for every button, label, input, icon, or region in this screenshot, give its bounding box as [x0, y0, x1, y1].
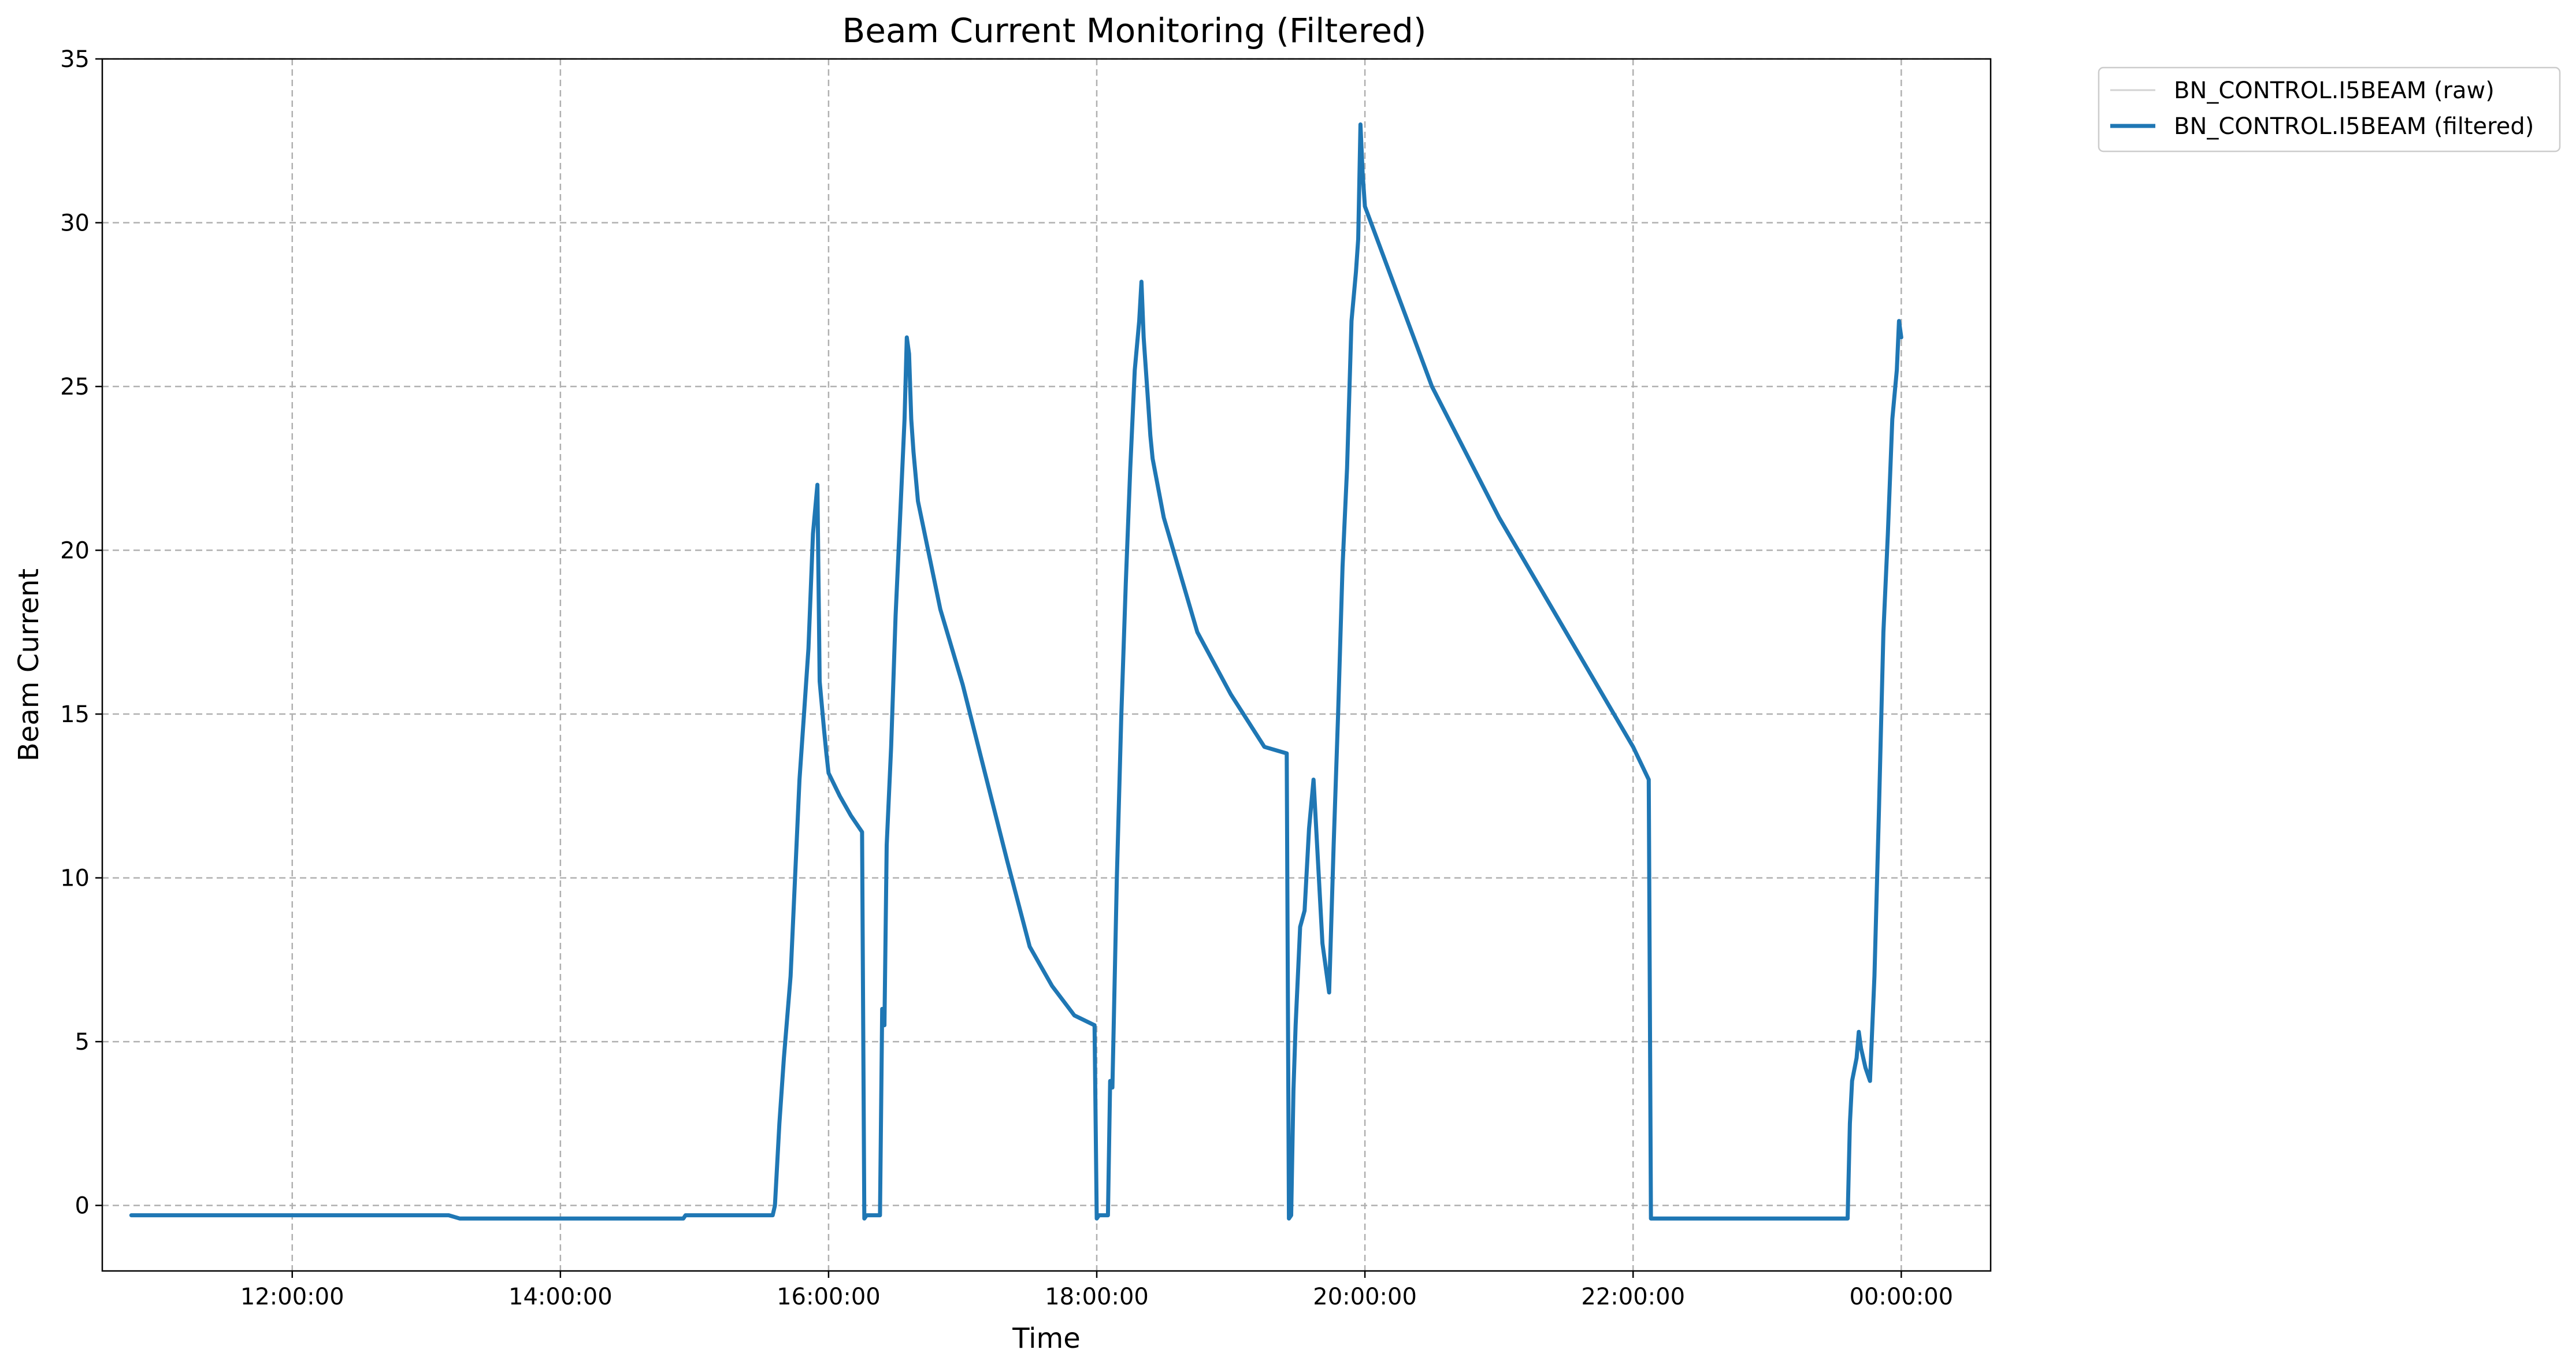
legend-label-filtered: BN_CONTROL.I5BEAM (filtered) — [2174, 113, 2534, 140]
y-tick-label: 25 — [60, 374, 90, 400]
y-tick-label: 10 — [60, 865, 90, 892]
y-tick-label: 15 — [60, 701, 90, 728]
y-tick-label: 20 — [60, 538, 90, 564]
x-axis-ticks: 12:00:00 14:00:00 16:00:00 18:00:00 20:00:00… — [240, 1271, 1953, 1310]
x-tick-label: 22:00:00 — [1581, 1284, 1685, 1310]
legend-label-raw: BN_CONTROL.I5BEAM (raw) — [2174, 77, 2495, 104]
y-axis-ticks: 0 5 10 15 20 25 30 35 — [60, 46, 102, 1220]
y-tick-label: 0 — [75, 1193, 90, 1220]
legend-box — [2098, 66, 2561, 153]
plot-area-frame — [101, 58, 1992, 1272]
series-line-filtered — [129, 122, 1903, 1221]
y-axis-label: Beam Current — [13, 568, 45, 761]
y-tick-label: 5 — [75, 1029, 90, 1055]
x-tick-label: 18:00:00 — [1045, 1284, 1149, 1310]
chart-title: Beam Current Monitoring (Filtered) — [842, 11, 1427, 50]
legend: BN_CONTROL.I5BEAM (raw) BN_CONTROL.I5BEA… — [2098, 66, 2561, 153]
x-tick-label: 16:00:00 — [777, 1284, 881, 1310]
x-tick-label: 12:00:00 — [240, 1284, 344, 1310]
x-tick-label: 00:00:00 — [1849, 1284, 1953, 1310]
x-axis-label: Time — [1012, 1322, 1080, 1355]
x-tick-label: 20:00:00 — [1313, 1284, 1417, 1310]
y-tick-label: 35 — [60, 46, 90, 73]
grid-lines — [102, 58, 1991, 1271]
y-tick-label: 30 — [60, 210, 90, 237]
series-layer — [129, 122, 1903, 1221]
x-tick-label: 14:00:00 — [508, 1284, 613, 1310]
